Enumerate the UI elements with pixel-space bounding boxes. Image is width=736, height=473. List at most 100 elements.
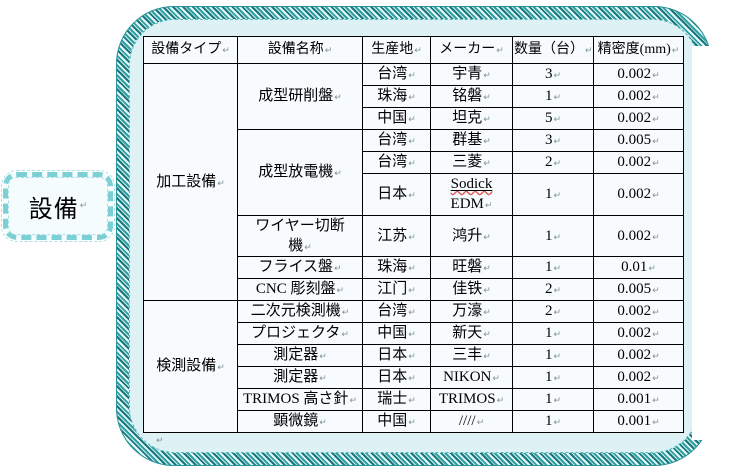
qty-cell-text: 3 bbox=[544, 66, 553, 83]
type-cell: 検測設備↵ bbox=[143, 300, 238, 433]
header-cell: 設備名称↵ bbox=[237, 36, 363, 64]
cell-end-mark: ↵ bbox=[408, 137, 416, 148]
origin-cell: 江苏↵ bbox=[362, 214, 431, 257]
name-cell: CNC 彫刻盤↵ bbox=[237, 278, 363, 301]
origin-cell-text: 台湾 bbox=[377, 303, 408, 320]
maker-cell-text: TRIMOS bbox=[438, 391, 496, 408]
precision-cell-text: 0.001 bbox=[617, 391, 652, 408]
cell-end-mark: ↵ bbox=[553, 264, 562, 275]
precision-cell: 0.002↵ bbox=[593, 300, 684, 323]
table-row: プロジェクタ↵ 中国↵ 新天↵ 1↵ 0.002↵ bbox=[144, 322, 684, 345]
precision-cell: 0.005↵ bbox=[593, 129, 684, 152]
name-cell-text: プロジェクタ bbox=[251, 325, 341, 342]
qty-cell-text: 2 bbox=[544, 303, 553, 320]
cell-end-mark: ↵ bbox=[484, 201, 493, 212]
cell-end-mark: ↵ bbox=[483, 115, 491, 126]
cell-end-mark: ↵ bbox=[336, 286, 345, 297]
qty-cell: 2↵ bbox=[512, 300, 594, 323]
table-row: 中国↵ 坦克↵ 5↵ 0.002↵ bbox=[144, 107, 684, 130]
table-row: 測定器↵ 日本↵ NIKON↵ 1↵ 0.002↵ bbox=[144, 366, 684, 389]
qty-cell: 1↵ bbox=[512, 344, 594, 367]
origin-cell: 珠海↵ bbox=[362, 256, 431, 279]
cell-end-mark: ↵ bbox=[652, 93, 660, 104]
name-cell-text: 成型放電機 bbox=[258, 164, 334, 181]
origin-cell: 台湾↵ bbox=[362, 151, 431, 174]
precision-cell: 0.002↵ bbox=[593, 151, 684, 174]
maker-cell-text: 铭磐 bbox=[452, 88, 483, 105]
qty-cell-text: 3 bbox=[544, 132, 553, 149]
maker-cell-text: 坦克 bbox=[452, 110, 483, 127]
origin-cell-text: 瑞士 bbox=[377, 391, 408, 408]
maker-cell: 铭磐↵ bbox=[430, 85, 513, 108]
cell-end-mark: ↵ bbox=[652, 396, 660, 407]
precision-cell-text: 0.002 bbox=[617, 325, 652, 342]
maker-cell-text: 三丰 bbox=[452, 347, 483, 364]
precision-cell-text: 0.01 bbox=[621, 259, 648, 276]
cell-end-mark: ↵ bbox=[652, 286, 660, 297]
origin-cell-text: 台湾 bbox=[377, 154, 408, 171]
maker-cell: 佳铁↵ bbox=[430, 278, 513, 301]
paragraph-mark: ↵ bbox=[79, 201, 88, 211]
precision-cell: 0.005↵ bbox=[593, 278, 684, 301]
header-cell: 生産地↵ bbox=[362, 36, 431, 64]
cell-end-mark: ↵ bbox=[553, 93, 562, 104]
cell-end-mark: ↵ bbox=[341, 330, 349, 341]
cell-end-mark: ↵ bbox=[553, 418, 562, 429]
equipment-table: 設備タイプ↵ 設備名称↵ 生産地↵ メーカー↵ 数量（台）↵ 精密度(mm)↵ 加工設備↵… bbox=[143, 36, 684, 433]
qty-cell-text: 1 bbox=[544, 347, 553, 364]
table-row: 台湾↵ 三菱↵ 2↵ 0.002↵ bbox=[144, 151, 684, 174]
cell-end-mark: ↵ bbox=[408, 308, 416, 319]
maker-cell: 三丰↵ bbox=[430, 344, 513, 367]
cell-end-mark: ↵ bbox=[476, 418, 485, 429]
precision-cell-text: 0.001 bbox=[617, 413, 652, 430]
name-cell: 測定器↵ bbox=[237, 344, 363, 367]
precision-cell: 0.002↵ bbox=[593, 173, 684, 216]
name-cell-text: 測定器 bbox=[273, 369, 319, 386]
origin-cell: 中国↵ bbox=[362, 107, 431, 130]
header-row: 設備タイプ↵ 設備名称↵ 生産地↵ メーカー↵ 数量（台）↵ 精密度(mm)↵ bbox=[143, 36, 684, 64]
cell-end-mark: ↵ bbox=[652, 71, 660, 82]
cell-end-mark: ↵ bbox=[553, 396, 562, 407]
cell-end-mark: ↵ bbox=[483, 264, 491, 275]
cell-end-mark: ↵ bbox=[553, 286, 562, 297]
maker-cell-text: 万濠 bbox=[452, 303, 483, 320]
qty-cell-text: 1 bbox=[544, 88, 553, 105]
cell-end-mark: ↵ bbox=[483, 286, 491, 297]
origin-cell-text: 日本 bbox=[377, 347, 408, 364]
cell-end-mark: ↵ bbox=[652, 330, 660, 341]
precision-cell-text: 0.005 bbox=[617, 281, 652, 298]
name-cell: 成型研削盤↵ bbox=[237, 63, 363, 130]
qty-cell: 1↵ bbox=[512, 256, 594, 279]
maker-cell-text: 新天 bbox=[452, 325, 483, 342]
maker-cell-text: 宇青 bbox=[452, 66, 483, 83]
cell-end-mark: ↵ bbox=[408, 374, 416, 385]
maker-cell-text: NIKON bbox=[443, 369, 492, 386]
maker-cell: 新天↵ bbox=[430, 322, 513, 345]
origin-cell-text: 台湾 bbox=[377, 132, 408, 149]
qty-cell: 1↵ bbox=[512, 410, 594, 433]
precision-cell: 0.002↵ bbox=[593, 107, 684, 130]
header-cell-text: 生産地 bbox=[371, 41, 414, 57]
cell-end-mark: ↵ bbox=[648, 264, 656, 275]
qty-cell-text: 2 bbox=[544, 154, 553, 171]
cell-end-mark: ↵ bbox=[304, 242, 312, 253]
qty-cell-text: 1 bbox=[544, 186, 553, 203]
cell-end-mark: ↵ bbox=[319, 374, 327, 385]
table-row: ワイヤー切断 機↵ 江苏↵ 鸿升↵ 1↵ 0.002↵ bbox=[144, 214, 684, 257]
cell-end-mark: ↵ bbox=[408, 115, 416, 126]
cell-end-mark: ↵ bbox=[483, 71, 491, 82]
cell-end-mark: ↵ bbox=[483, 93, 491, 104]
precision-cell-text: 0.002 bbox=[617, 88, 652, 105]
maker-cell: 鸿升↵ bbox=[430, 214, 513, 257]
origin-cell-text: 中国 bbox=[377, 110, 408, 127]
cell-end-mark: ↵ bbox=[483, 330, 491, 341]
origin-cell-text: 珠海 bbox=[377, 88, 408, 105]
cell-end-mark: ↵ bbox=[222, 45, 230, 56]
origin-cell-text: 中国 bbox=[377, 325, 408, 342]
table-row: 日本↵ Sodick EDM↵ 1↵ 0.002↵ bbox=[144, 173, 684, 216]
name-cell: ワイヤー切断 機↵ bbox=[237, 214, 363, 257]
precision-cell-text: 0.002 bbox=[617, 154, 652, 171]
origin-cell-text: 江门 bbox=[377, 281, 408, 298]
precision-cell: 0.001↵ bbox=[593, 388, 684, 411]
cell-end-mark: ↵ bbox=[585, 45, 593, 56]
